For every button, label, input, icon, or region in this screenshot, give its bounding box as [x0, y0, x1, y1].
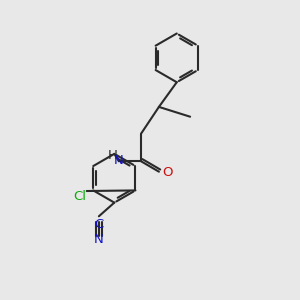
- Text: N: N: [114, 154, 124, 167]
- Text: N: N: [94, 233, 104, 246]
- Text: C: C: [94, 218, 104, 231]
- Text: Cl: Cl: [73, 190, 86, 203]
- Text: O: O: [162, 166, 172, 179]
- Text: H: H: [107, 149, 117, 162]
